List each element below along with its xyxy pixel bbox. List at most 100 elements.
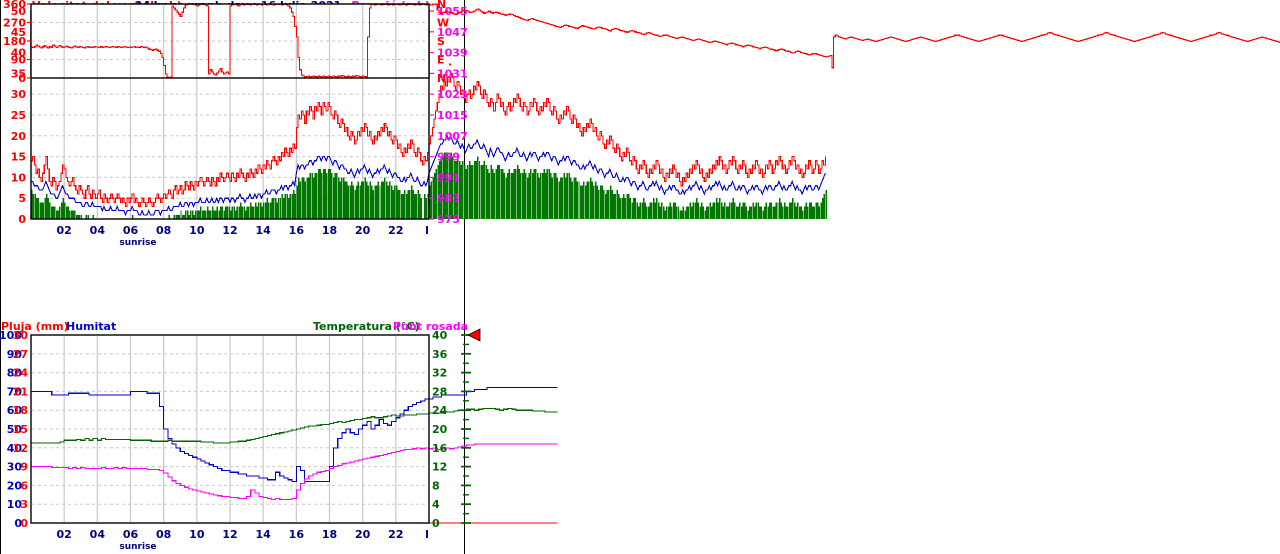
wind-bar: [777, 202, 779, 219]
temperature-axis-tick: 36: [432, 348, 448, 361]
wind-bar: [785, 206, 788, 219]
wind-bar: [367, 185, 370, 219]
wind-bar: [679, 210, 681, 219]
wind-bar: [435, 169, 438, 219]
wind-bar: [35, 198, 38, 219]
wind-bar: [480, 164, 482, 219]
wind-bar: [205, 210, 207, 219]
wind-axis-tick: 40: [11, 47, 27, 60]
wind-bar: [297, 177, 300, 219]
wind-bar: [803, 206, 806, 219]
direction-axis-tick: 90: [11, 54, 27, 67]
rain-axis-tick: 9: [20, 461, 28, 474]
pressure-axis-tick: 1015: [437, 109, 468, 122]
wind-bar: [694, 202, 696, 219]
wind-bar: [306, 177, 308, 219]
wind-bar: [253, 206, 255, 219]
wind-bar: [369, 181, 371, 219]
pressure-axis-tick: 1047: [437, 26, 468, 39]
humidity-axis-tick: 80: [7, 367, 23, 380]
wind-bar: [483, 160, 486, 219]
wind-bar: [284, 194, 287, 219]
wind-bar: [745, 206, 748, 219]
wind-bar: [55, 210, 58, 219]
wind-bar: [667, 206, 670, 219]
wind-bar: [614, 194, 617, 219]
wind-bar: [200, 206, 202, 219]
wind-bar: [44, 198, 46, 219]
wind-bar: [573, 177, 575, 219]
wind-bar: [453, 160, 456, 219]
wind-bar: [395, 185, 398, 219]
wind-bar: [485, 164, 487, 219]
wind-bar: [800, 206, 802, 219]
wind-bar: [576, 181, 579, 219]
wind-bar: [586, 181, 589, 219]
wind-bar: [530, 169, 532, 219]
wind-bar: [69, 210, 71, 219]
wind-bar: [815, 202, 817, 219]
wind-bar: [724, 202, 726, 219]
wind-bar: [510, 173, 512, 219]
pressure-axis-tick: 1031: [437, 67, 468, 80]
wind-bar: [551, 177, 554, 219]
wind-bar: [808, 202, 811, 219]
wind-bar: [669, 202, 671, 219]
wind-bar: [619, 198, 622, 219]
wind-bar: [261, 206, 263, 219]
rain-axis-tick: 24: [13, 367, 29, 380]
wind-bar: [817, 202, 819, 219]
wind-bar: [531, 173, 534, 219]
compass-dot: .: [448, 56, 452, 69]
wind-bar: [755, 202, 758, 219]
wind-bar: [495, 169, 497, 219]
wind-bar: [712, 202, 715, 219]
wind-bar: [34, 194, 36, 219]
wind-bar: [218, 210, 220, 219]
wind-bar: [560, 177, 562, 219]
humidity-axis-tick: 30: [7, 461, 23, 474]
wind-bar: [390, 185, 393, 219]
compass-label: N: [437, 0, 446, 11]
wind-bar: [259, 202, 262, 219]
wind-bar: [792, 198, 794, 219]
rain-axis-tick: 12: [13, 442, 28, 455]
wind-bar: [725, 206, 728, 219]
wind-bar: [498, 164, 501, 219]
wind-bar: [558, 181, 560, 219]
wind-bar: [342, 177, 345, 219]
wind-bar: [210, 210, 212, 219]
wind-bar: [525, 173, 527, 219]
humidity-axis-tick: 50: [7, 423, 23, 436]
wind-bar: [326, 173, 328, 219]
wind-bar: [276, 202, 278, 219]
wind-bar: [732, 198, 734, 219]
temperature-axis-tick: 8: [432, 479, 440, 492]
wind-bar: [664, 210, 666, 219]
wind-bar: [281, 194, 283, 219]
wind-bar: [818, 206, 821, 219]
wind-bar: [258, 202, 260, 219]
wind-bar: [39, 202, 41, 219]
time-tick: 10: [189, 224, 205, 237]
wind-bar: [568, 173, 570, 219]
wind-bar: [599, 185, 602, 219]
wind-axis-tick: 10: [11, 171, 27, 184]
wind-bar: [92, 214, 94, 219]
wind-bar: [314, 173, 317, 219]
wind-direction-panel: 0 N 90 E 180 S 270 W 360 N.: [0, 0, 1280, 85]
wind-bar: [361, 181, 363, 219]
wind-bar: [80, 214, 83, 219]
wind-axis-tick: 5: [18, 192, 26, 205]
wind-bar: [820, 202, 822, 219]
time-tick: 14: [256, 224, 272, 237]
wind-bar: [211, 206, 214, 219]
temperature-axis-tick: 40: [432, 329, 448, 342]
wind-bar: [225, 206, 227, 219]
wind-bar: [243, 206, 245, 219]
rain-axis-tick: 6: [20, 479, 28, 492]
wind-bar: [807, 206, 809, 219]
wind-bar: [341, 177, 343, 219]
humidity-axis-tick: 70: [7, 385, 23, 398]
wind-bar: [515, 169, 517, 219]
